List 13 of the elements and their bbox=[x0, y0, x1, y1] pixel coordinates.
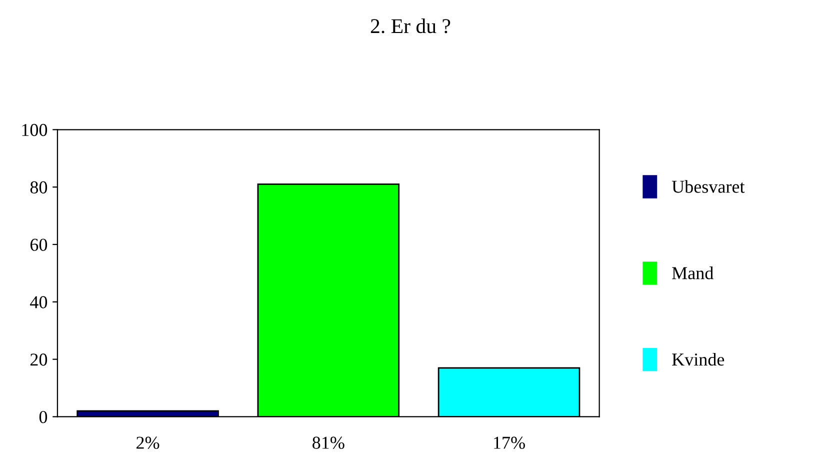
y-tick-label: 0 bbox=[39, 410, 48, 424]
y-tick-label: 60 bbox=[30, 238, 48, 251]
data-label: 81% bbox=[312, 436, 344, 449]
legend-label: Ubesvaret bbox=[672, 180, 745, 193]
legend-label: Kvinde bbox=[672, 352, 724, 366]
y-tick-label: 80 bbox=[30, 181, 48, 194]
data-label: 2% bbox=[136, 436, 160, 449]
y-tick-label: 20 bbox=[30, 354, 48, 366]
data-label: 17% bbox=[494, 436, 525, 449]
y-tick-label: 100 bbox=[22, 124, 48, 136]
y-tick-label: 40 bbox=[30, 296, 48, 308]
chart-title: 2. Er du ? bbox=[370, 18, 450, 34]
legend-label: Mand bbox=[672, 266, 714, 280]
